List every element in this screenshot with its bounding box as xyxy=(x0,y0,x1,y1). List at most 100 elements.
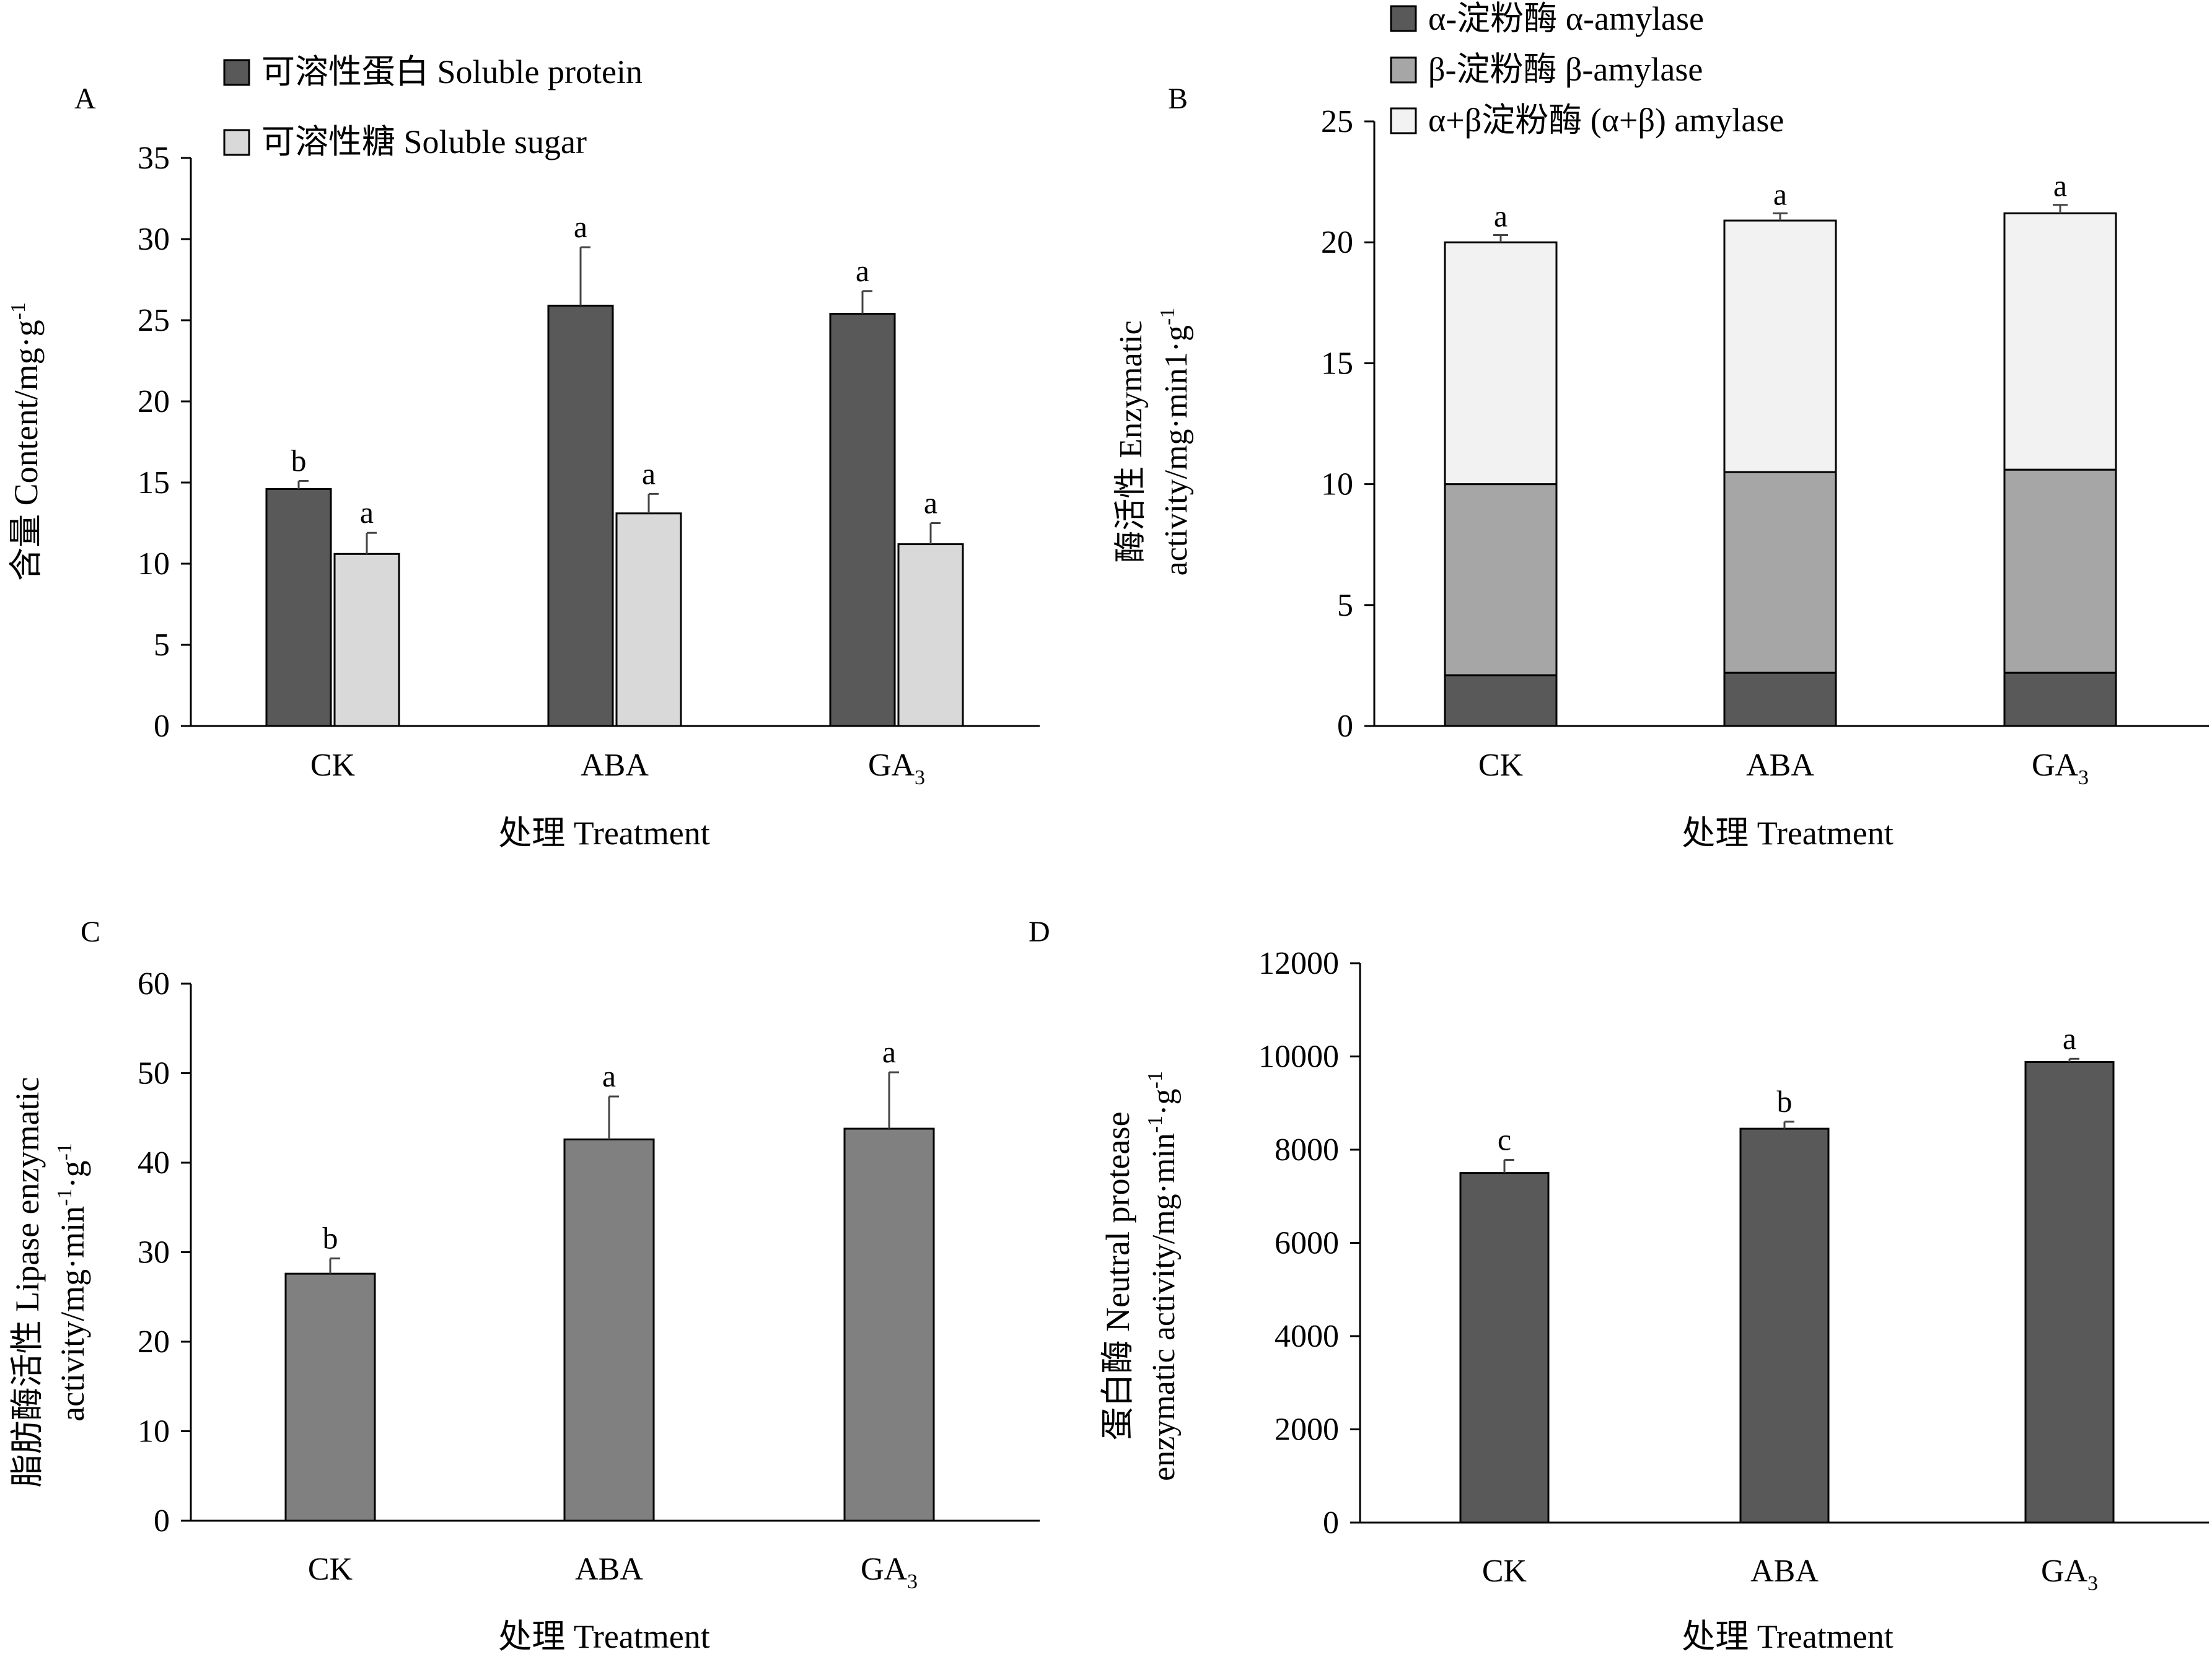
y-tick-label: 10000 xyxy=(1258,1039,1339,1075)
y-tick-label: 10 xyxy=(138,546,170,582)
legend-swatch-sugar xyxy=(223,129,250,156)
y-axis-title-sup2: -1 xyxy=(53,1143,76,1160)
x-tick-label-main: ABA xyxy=(1746,748,1814,783)
x-tick-label: GA3 xyxy=(2041,1554,2098,1595)
x-tick-label-main: CK xyxy=(310,748,356,783)
panel-letter: C xyxy=(81,916,100,948)
x-axis-title: 处理 Treatment xyxy=(1682,1618,1893,1655)
y-axis-ticks: 0 10 20 30 40 50 60 xyxy=(138,966,191,1539)
y-axis-title-sup1: -1 xyxy=(53,1189,76,1206)
y-tick-label: 25 xyxy=(138,303,170,338)
legend-swatch-protein xyxy=(223,59,250,86)
y-tick-label: 15 xyxy=(138,465,170,501)
legend-swatch-alpha-beta xyxy=(1390,107,1417,134)
y-axis-title-text: 含量 Content/mg·g xyxy=(7,320,45,580)
significance-letter: c xyxy=(1498,1122,1511,1157)
y-axis-ticks: 0 5 10 15 20 25 30 35 xyxy=(138,141,191,744)
bar-segment xyxy=(1723,219,1837,473)
legend-label-beta: β-淀粉酶 β-amylase xyxy=(1428,51,1703,88)
x-tick-label-main: GA xyxy=(868,748,915,783)
y-axis-title-mid: ·g xyxy=(1146,1088,1182,1115)
y-tick-label: 40 xyxy=(138,1145,170,1181)
bar xyxy=(615,512,682,727)
bar xyxy=(1459,1172,1550,1524)
x-tick-label-sub: 3 xyxy=(2087,1572,2098,1595)
panel-letter: D xyxy=(1029,916,1050,948)
y-axis-title-line2-text: activity/mg·min1·g xyxy=(1159,325,1194,575)
bar-segment xyxy=(2003,468,2117,674)
bar xyxy=(2024,1061,2115,1524)
significance-letter: a xyxy=(1494,198,1508,233)
panel-d: D 0 2000 4000 6000 8000 10000 12000 c b a CK ABA G… xyxy=(1029,916,2209,1655)
y-tick-label: 0 xyxy=(1323,1505,1339,1541)
x-tick-label: CK xyxy=(308,1552,353,1587)
y-tick-label: 12000 xyxy=(1258,946,1339,981)
y-tick-label: 2000 xyxy=(1275,1412,1339,1448)
x-tick-label: CK xyxy=(1478,748,1524,783)
x-tick-label: GA3 xyxy=(868,748,925,789)
y-tick-label: 5 xyxy=(1337,588,1353,623)
bar xyxy=(284,1272,376,1522)
bar xyxy=(1739,1127,1830,1524)
bar-segment xyxy=(1444,674,1558,727)
y-tick-label: 4000 xyxy=(1275,1319,1339,1354)
y-tick-label: 20 xyxy=(138,384,170,419)
bar xyxy=(563,1138,655,1522)
significance-letter: a xyxy=(642,456,656,491)
y-tick-label: 60 xyxy=(138,966,170,1002)
x-tick-label: ABA xyxy=(1746,748,1814,783)
bar xyxy=(265,487,332,727)
bars: b a a xyxy=(284,1034,935,1522)
legend-swatch-beta xyxy=(1390,56,1417,84)
significance-letter: b xyxy=(323,1221,338,1256)
legend-label-alpha: α-淀粉酶 α-amylase xyxy=(1428,0,1704,37)
bar-segment xyxy=(2003,212,2117,471)
significance-letter: a xyxy=(574,209,587,244)
y-axis-title-line1: 蛋白酶 Neutral protease xyxy=(1099,1112,1136,1441)
significance-letter: a xyxy=(1773,177,1787,211)
legend-label-sugar: 可溶性糖 Soluble sugar xyxy=(261,123,587,160)
x-tick-label: ABA xyxy=(1750,1554,1819,1589)
y-axis-ticks: 0 5 10 15 20 25 xyxy=(1321,104,1374,744)
y-tick-label: 50 xyxy=(138,1056,170,1091)
significance-letter: a xyxy=(882,1034,896,1069)
significance-letter: a xyxy=(602,1059,616,1093)
y-axis-title-sup1: -1 xyxy=(1144,1116,1167,1133)
x-tick-label-main: CK xyxy=(1482,1554,1527,1589)
y-tick-label: 20 xyxy=(138,1324,170,1360)
y-axis-title-line1: 脂肪酶活性 Lipase enzymatic xyxy=(9,1077,46,1488)
panel-letter: B xyxy=(1168,82,1188,115)
y-tick-label: 8000 xyxy=(1275,1132,1339,1168)
x-tick-label: CK xyxy=(310,748,356,783)
x-tick-label: ABA xyxy=(575,1552,643,1587)
x-tick-label-main: GA xyxy=(2041,1554,2088,1589)
bar-segment xyxy=(1723,671,1837,727)
x-axis-categories: CK ABA GA3 xyxy=(310,748,925,789)
x-tick-label-main: GA xyxy=(861,1552,908,1587)
y-tick-label: 10 xyxy=(1321,467,1353,502)
y-tick-label: 15 xyxy=(1321,346,1353,381)
x-tick-label: ABA xyxy=(581,748,649,783)
bar xyxy=(829,313,896,727)
significance-letter: a xyxy=(924,486,937,520)
legend-label-alpha-beta: α+β淀粉酶 (α+β) amylase xyxy=(1428,102,1784,139)
bars: c b a xyxy=(1459,1021,2115,1524)
bar-segment xyxy=(1723,471,1837,674)
x-axis-title: 处理 Treatment xyxy=(498,1618,709,1655)
y-axis-title-mid: ·g xyxy=(54,1161,91,1189)
x-tick-label-sub: 3 xyxy=(915,766,925,789)
significance-letter: b xyxy=(291,443,307,478)
significance-letter: a xyxy=(2063,1021,2076,1056)
panel-a: A 可溶性蛋白 Soluble protein 可溶性糖 Soluble sug… xyxy=(7,53,1040,852)
bar xyxy=(547,304,614,727)
panel-letter: A xyxy=(74,82,96,115)
x-tick-label-main: GA xyxy=(2032,748,2079,783)
x-tick-label: GA3 xyxy=(861,1552,918,1593)
y-tick-label: 6000 xyxy=(1275,1226,1339,1261)
x-axis-title: 处理 Treatment xyxy=(498,815,709,852)
y-axis-ticks: 0 2000 4000 6000 8000 10000 12000 xyxy=(1258,946,1360,1541)
y-axis-title-line2: activity/mg·min1·g-1 xyxy=(1156,308,1194,576)
legend-label-protein: 可溶性蛋白 Soluble protein xyxy=(261,53,643,90)
y-axis-title-line2-text: activity/mg·min xyxy=(54,1206,91,1422)
